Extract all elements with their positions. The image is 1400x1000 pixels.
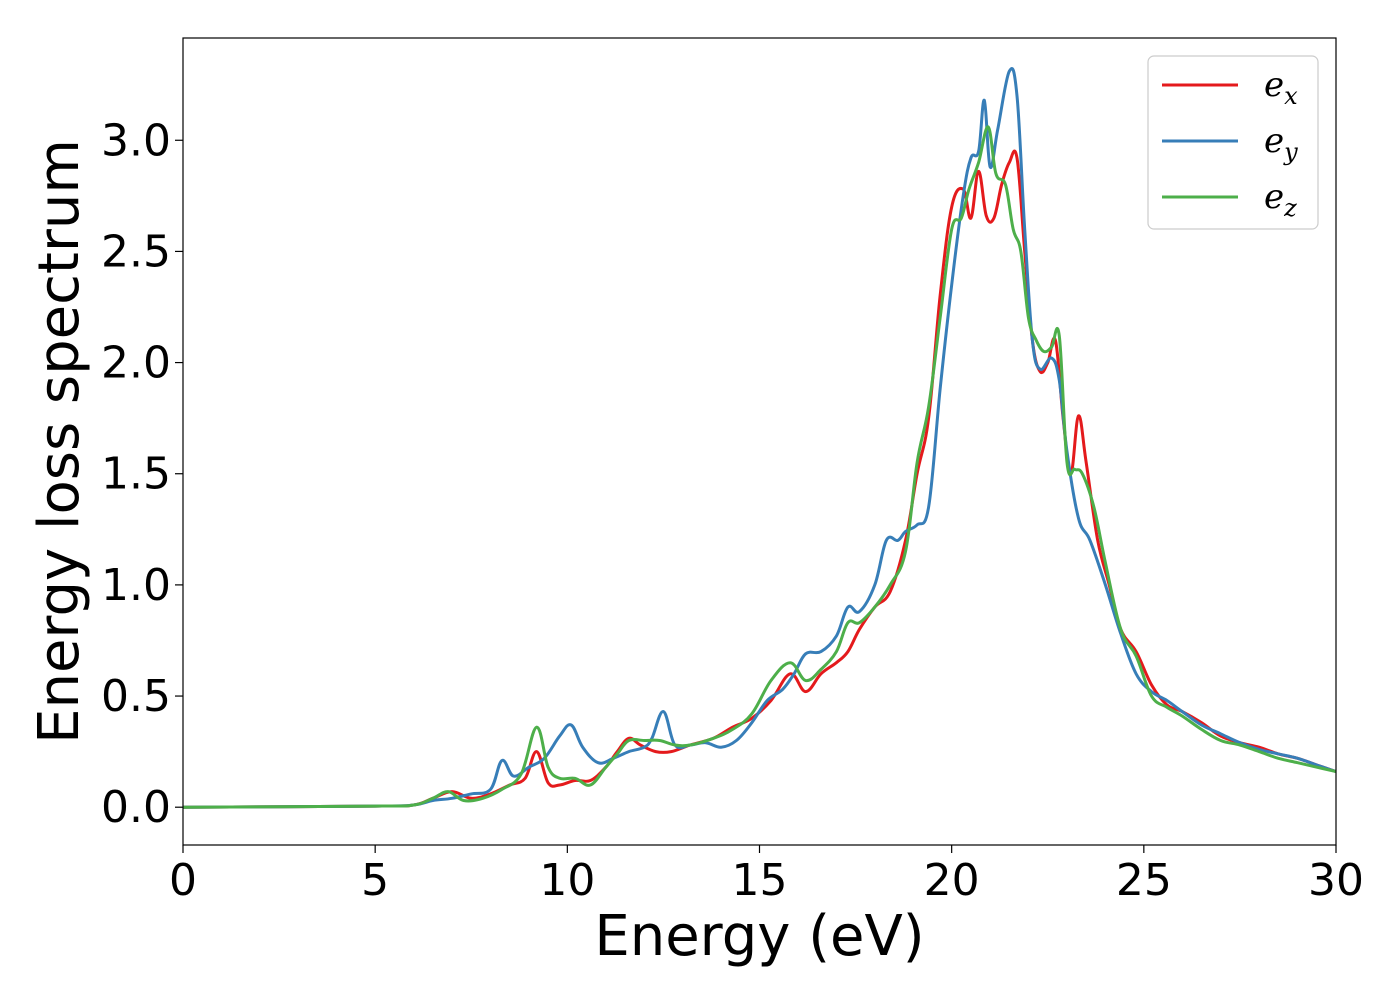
x-axis-label: Energy (eV) [594, 904, 924, 969]
y-tick-label: 1.5 [101, 449, 171, 500]
y-tick-label: 1.0 [101, 560, 171, 611]
series-line-ey [183, 67, 1336, 809]
y-tick-label: 0.0 [101, 782, 171, 833]
legend-entry-subscript: z [1283, 194, 1297, 222]
x-tick-label: 20 [924, 855, 980, 906]
y-tick-label: 0.5 [101, 671, 171, 722]
legend-entry-ez: ez [1264, 177, 1297, 222]
y-tick-label: 2.5 [101, 226, 171, 277]
y-tick-label: 2.0 [101, 338, 171, 389]
legend-entry-subscript: y [1283, 138, 1298, 166]
x-tick-label: 10 [539, 855, 595, 906]
legend-entry-subscript: x [1284, 82, 1298, 110]
series-layer [183, 67, 1336, 809]
y-tick-label: 3.0 [101, 115, 171, 166]
x-axis-ticks: 0 5 10 15 20 25 30 [169, 845, 1364, 906]
x-tick-label: 30 [1308, 855, 1364, 906]
series-line-ez [183, 125, 1336, 809]
x-tick-label: 25 [1116, 855, 1172, 906]
x-tick-label: 5 [361, 855, 389, 906]
y-axis-ticks: 0.0 0.5 1.0 1.5 2.0 2.5 3.0 [101, 115, 183, 833]
x-tick-label: 0 [169, 855, 197, 906]
x-tick-label: 15 [732, 855, 788, 906]
y-axis-label: Energy loss spectrum [27, 139, 92, 744]
